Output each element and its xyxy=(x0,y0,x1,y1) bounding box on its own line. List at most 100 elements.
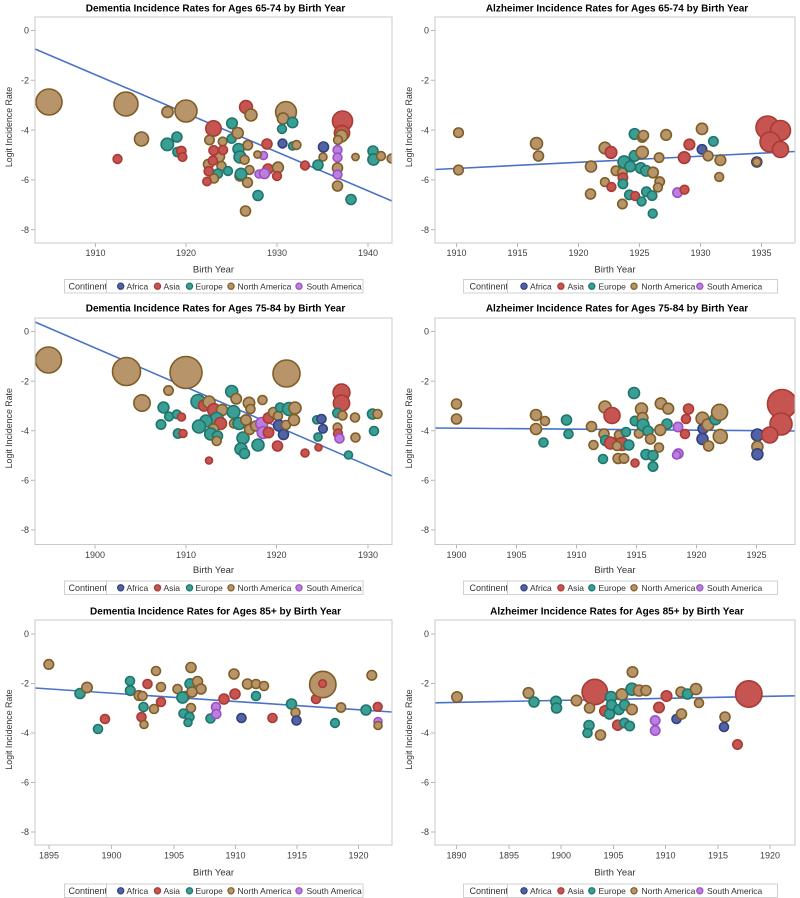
svg-text:1920: 1920 xyxy=(760,851,780,861)
svg-text:Asia: Asia xyxy=(164,583,181,593)
svg-text:-6: -6 xyxy=(21,476,29,486)
svg-text:1940: 1940 xyxy=(358,248,378,258)
svg-text:-4: -4 xyxy=(21,426,29,436)
svg-text:Europe: Europe xyxy=(599,583,627,593)
svg-text:Africa: Africa xyxy=(530,282,552,292)
svg-text:1910: 1910 xyxy=(225,851,245,861)
svg-text:1900: 1900 xyxy=(551,851,571,861)
svg-text:Continent: Continent xyxy=(470,282,509,292)
svg-text:1905: 1905 xyxy=(603,851,623,861)
svg-text:1895: 1895 xyxy=(39,851,59,861)
svg-text:Continent: Continent xyxy=(470,583,509,593)
svg-text:-2: -2 xyxy=(421,76,429,86)
svg-text:1920: 1920 xyxy=(568,248,588,258)
svg-text:1910: 1910 xyxy=(566,550,586,560)
svg-text:Europe: Europe xyxy=(196,886,224,896)
svg-text:Continent: Continent xyxy=(69,282,108,292)
svg-text:South America: South America xyxy=(307,282,363,292)
svg-text:Africa: Africa xyxy=(530,886,552,896)
svg-text:North America: North America xyxy=(642,282,696,292)
svg-text:-4: -4 xyxy=(421,125,429,135)
svg-text:1895: 1895 xyxy=(499,851,519,861)
svg-text:1890: 1890 xyxy=(446,851,466,861)
svg-text:North America: North America xyxy=(642,886,696,896)
svg-text:1930: 1930 xyxy=(267,248,287,258)
svg-text:-4: -4 xyxy=(421,728,429,738)
svg-text:Africa: Africa xyxy=(127,583,149,593)
svg-text:Dementia Incidence Rates for A: Dementia Incidence Rates for Ages 75-84 … xyxy=(86,304,346,315)
svg-text:Europe: Europe xyxy=(196,282,224,292)
svg-text:-4: -4 xyxy=(21,728,29,738)
svg-text:-2: -2 xyxy=(421,679,429,689)
svg-text:1900: 1900 xyxy=(101,851,121,861)
svg-text:-6: -6 xyxy=(21,778,29,788)
svg-text:-6: -6 xyxy=(421,778,429,788)
svg-text:South America: South America xyxy=(707,282,763,292)
svg-text:-8: -8 xyxy=(21,225,29,235)
svg-text:0: 0 xyxy=(24,26,29,36)
svg-text:Birth Year: Birth Year xyxy=(594,265,635,276)
svg-text:Logit Incidence Rate: Logit Incidence Rate xyxy=(404,87,414,167)
svg-text:South America: South America xyxy=(307,583,363,593)
svg-text:Asia: Asia xyxy=(568,886,585,896)
svg-text:-4: -4 xyxy=(21,125,29,135)
svg-text:1910: 1910 xyxy=(176,550,196,560)
svg-text:Birth Year: Birth Year xyxy=(594,868,635,879)
svg-text:Birth Year: Birth Year xyxy=(193,265,234,276)
svg-text:Birth Year: Birth Year xyxy=(193,565,234,576)
svg-text:1905: 1905 xyxy=(164,851,184,861)
svg-text:Birth Year: Birth Year xyxy=(594,565,635,576)
svg-text:Continent: Continent xyxy=(69,886,108,896)
svg-text:Continent: Continent xyxy=(69,583,108,593)
svg-text:1920: 1920 xyxy=(176,248,196,258)
svg-text:-2: -2 xyxy=(21,679,29,689)
svg-text:1920: 1920 xyxy=(348,851,368,861)
svg-text:1925: 1925 xyxy=(746,550,766,560)
svg-text:1910: 1910 xyxy=(446,248,466,258)
svg-text:Logit Incidence Rate: Logit Incidence Rate xyxy=(404,689,414,769)
svg-text:-8: -8 xyxy=(21,827,29,837)
svg-text:1900: 1900 xyxy=(446,550,466,560)
svg-text:-2: -2 xyxy=(421,376,429,386)
svg-text:-6: -6 xyxy=(421,175,429,185)
svg-text:Logit Incidence Rate: Logit Incidence Rate xyxy=(4,87,14,167)
svg-text:Europe: Europe xyxy=(196,583,224,593)
svg-text:Asia: Asia xyxy=(568,282,585,292)
svg-text:Africa: Africa xyxy=(127,282,149,292)
svg-text:1910: 1910 xyxy=(655,851,675,861)
svg-text:Alzheimer Incidence Rates for: Alzheimer Incidence Rates for Ages 85+ b… xyxy=(490,607,744,618)
svg-text:North America: North America xyxy=(238,282,292,292)
svg-text:0: 0 xyxy=(424,26,429,36)
svg-text:Dementia Incidence Rates for A: Dementia Incidence Rates for Ages 65-74 … xyxy=(86,4,346,15)
svg-text:Europe: Europe xyxy=(599,282,627,292)
svg-text:South America: South America xyxy=(707,886,763,896)
svg-text:Europe: Europe xyxy=(599,886,627,896)
svg-text:-8: -8 xyxy=(421,525,429,535)
svg-text:South America: South America xyxy=(707,583,763,593)
svg-text:-2: -2 xyxy=(21,76,29,86)
svg-text:Dementia Incidence Rates for A: Dementia Incidence Rates for Ages 85+ by… xyxy=(90,607,341,618)
svg-text:-8: -8 xyxy=(421,827,429,837)
svg-text:North America: North America xyxy=(642,583,696,593)
svg-text:1915: 1915 xyxy=(287,851,307,861)
svg-text:Logit Incidence Rate: Logit Incidence Rate xyxy=(4,689,14,769)
svg-text:-2: -2 xyxy=(21,376,29,386)
svg-text:0: 0 xyxy=(24,629,29,639)
svg-text:-8: -8 xyxy=(421,225,429,235)
svg-text:Logit Incidence Rate: Logit Incidence Rate xyxy=(4,388,14,468)
svg-text:-4: -4 xyxy=(421,426,429,436)
svg-text:North America: North America xyxy=(238,886,292,896)
svg-text:Continent: Continent xyxy=(470,886,509,896)
svg-text:Africa: Africa xyxy=(530,583,552,593)
svg-text:1900: 1900 xyxy=(85,550,105,560)
svg-text:1905: 1905 xyxy=(506,550,526,560)
svg-text:-8: -8 xyxy=(21,525,29,535)
svg-text:Asia: Asia xyxy=(568,583,585,593)
svg-text:0: 0 xyxy=(424,327,429,337)
svg-text:Africa: Africa xyxy=(127,886,149,896)
svg-text:1925: 1925 xyxy=(629,248,649,258)
svg-text:Alzheimer Incidence Rates for: Alzheimer Incidence Rates for Ages 65-74… xyxy=(486,4,748,15)
svg-text:0: 0 xyxy=(424,629,429,639)
svg-text:1930: 1930 xyxy=(358,550,378,560)
svg-text:1915: 1915 xyxy=(507,248,527,258)
